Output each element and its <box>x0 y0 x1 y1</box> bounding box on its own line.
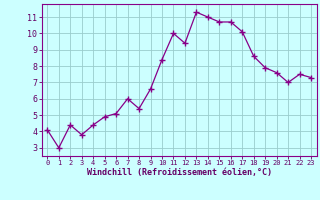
X-axis label: Windchill (Refroidissement éolien,°C): Windchill (Refroidissement éolien,°C) <box>87 168 272 177</box>
